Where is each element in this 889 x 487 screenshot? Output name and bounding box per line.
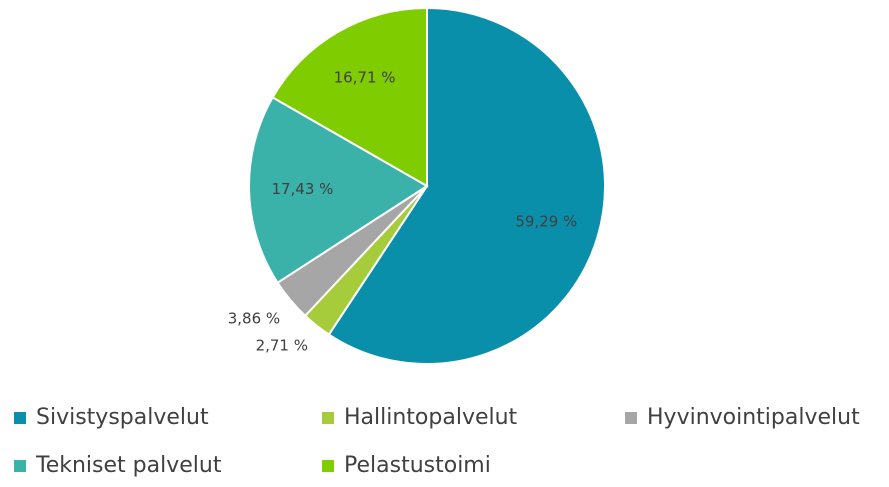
legend-swatch xyxy=(14,412,26,424)
legend-swatch xyxy=(625,412,637,424)
data-label: 2,71 % xyxy=(256,337,308,355)
data-label: 17,43 % xyxy=(271,180,333,198)
legend-label: Hyvinvointipalvelut xyxy=(647,405,860,430)
legend-swatch xyxy=(14,460,26,472)
legend-label: Sivistyspalvelut xyxy=(36,405,209,430)
legend-label: Pelastustoimi xyxy=(344,453,491,478)
legend-label: Hallintopalvelut xyxy=(344,405,518,430)
data-label: 3,86 % xyxy=(228,309,280,327)
pie-slice xyxy=(327,6,606,365)
legend-swatch xyxy=(322,460,334,472)
pie-slice xyxy=(271,6,428,188)
data-label: 16,71 % xyxy=(334,69,396,87)
pie-slice xyxy=(248,96,429,285)
legend-swatch xyxy=(322,412,334,424)
legend-label: Tekniset palvelut xyxy=(35,453,222,478)
data-label: 59,29 % xyxy=(515,212,577,230)
